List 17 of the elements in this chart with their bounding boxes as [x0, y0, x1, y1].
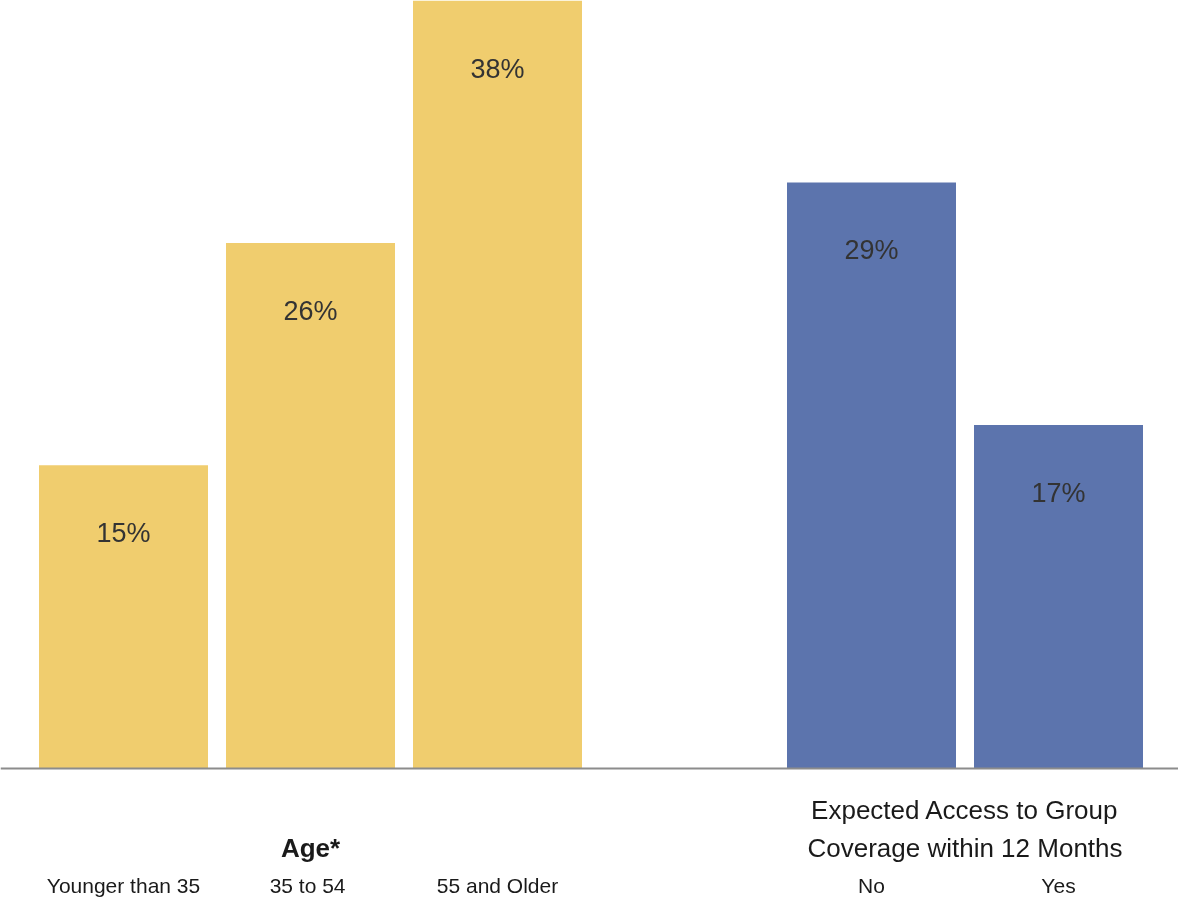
bar — [974, 424, 1143, 769]
x-tick-label: 35 to 54 — [269, 874, 346, 897]
series-label: Expected Access to Group Coverage within 12 Months — [807, 794, 1123, 863]
x-tick-label: Younger than 35 — [46, 874, 201, 897]
x-tick-label: 55 and Older — [436, 874, 559, 897]
bar — [413, 0, 582, 769]
x-tick-label: No — [858, 874, 885, 897]
bar — [787, 182, 956, 769]
data-label: 26% — [283, 296, 338, 327]
data-label: 38% — [470, 53, 525, 84]
bar — [226, 243, 395, 769]
text: Age* — [280, 832, 341, 863]
x-tick-label: Yes — [1041, 874, 1076, 897]
data-label: 29% — [844, 235, 899, 266]
bar — [39, 465, 208, 769]
data-label: 15% — [96, 518, 151, 549]
data-label: 17% — [1031, 477, 1086, 508]
